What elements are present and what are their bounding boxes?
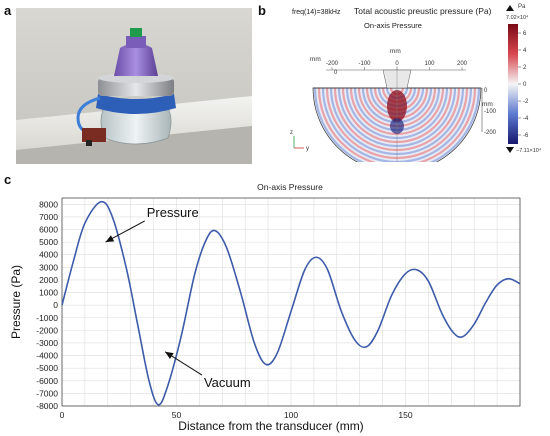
y-tick-label: 4000 bbox=[39, 250, 58, 260]
photo-cap-neck bbox=[126, 36, 146, 48]
simulation-panel: freq(14)=38kHz Total acoustic preustic p… bbox=[290, 4, 542, 162]
photo-connector-pin bbox=[86, 140, 92, 146]
chart-annotations: Pressure Vacuum bbox=[105, 205, 251, 390]
y-tick-label: -8000 bbox=[36, 401, 58, 411]
photo-blue-band bbox=[96, 94, 176, 114]
chart-gridlines bbox=[61, 198, 521, 407]
chart-y-label: Pressure (Pa) bbox=[9, 265, 23, 339]
chart-x-ticks: 0 50 100 150 bbox=[60, 410, 413, 420]
chart-title: On-axis Pressure bbox=[257, 182, 323, 192]
annotation-arrow-head bbox=[165, 351, 174, 360]
chart-x-label: Distance from the transducer (mm) bbox=[178, 419, 363, 433]
colorbar-tick-label: -2 bbox=[523, 99, 529, 105]
x-tick-label: 150 bbox=[398, 410, 412, 420]
sim-subtitle: On-axis Pressure bbox=[364, 21, 422, 30]
colorbar-tick-label: 6 bbox=[523, 31, 527, 37]
sim-right-tick-0: 0 bbox=[484, 88, 488, 94]
photo-connector bbox=[82, 128, 106, 142]
colorbar-tick-label: 4 bbox=[523, 48, 527, 54]
photo-glass-jar bbox=[100, 107, 172, 145]
colorbar-min-marker bbox=[506, 147, 514, 153]
colorbar-max-marker bbox=[506, 5, 514, 11]
colorbar-gradient bbox=[508, 24, 518, 144]
chart-y-ticks: 8000 7000 6000 5000 4000 3000 2000 1000 0 -1000 -2… bbox=[36, 199, 58, 411]
colorbar-max-label: 7.02×10⁴ bbox=[506, 14, 529, 21]
y-tick-label: 7000 bbox=[39, 212, 58, 222]
panel-label-a: a bbox=[4, 3, 12, 18]
colorbar-tick-label: 2 bbox=[523, 65, 527, 71]
y-tick-label: -2000 bbox=[36, 325, 58, 335]
sim-x-tick-label: -200 bbox=[326, 61, 339, 67]
colorbar-ticks: 6 4 2 0 -2 -4 -6 bbox=[518, 31, 529, 139]
sim-left-tick-0: 0 bbox=[334, 70, 338, 76]
y-tick-label: 2000 bbox=[39, 275, 58, 285]
sim-axis-y: y bbox=[306, 146, 309, 152]
y-tick-label: 8000 bbox=[39, 199, 58, 209]
photo-metal-ring bbox=[98, 78, 174, 96]
y-tick-label: 0 bbox=[53, 300, 58, 310]
x-tick-label: 50 bbox=[172, 410, 182, 420]
on-axis-pressure-chart: On-axis Pressure 80007000600050004000300… bbox=[9, 182, 521, 433]
colorbar-tick-label: -6 bbox=[523, 133, 529, 139]
transducer-photo bbox=[16, 8, 252, 164]
photo-green-tip bbox=[130, 28, 142, 37]
y-tick-label: -1000 bbox=[36, 313, 58, 323]
annotation-label: Vacuum bbox=[204, 375, 251, 390]
sim-right-tick-2: -200 bbox=[484, 130, 497, 136]
sim-axis-triad: z y bbox=[290, 130, 309, 152]
sim-x-tick-label: 200 bbox=[457, 61, 468, 67]
sim-axis-unit-right: mm bbox=[482, 101, 493, 108]
x-tick-label: 0 bbox=[60, 410, 65, 420]
y-tick-label: 6000 bbox=[39, 225, 58, 235]
sim-field bbox=[312, 66, 482, 162]
colorbar-tick-label: 0 bbox=[523, 82, 527, 88]
y-tick-label: -4000 bbox=[36, 351, 58, 361]
photo-purple-cap bbox=[114, 43, 158, 76]
sim-x-tick-label: -100 bbox=[358, 61, 371, 67]
colorbar-min-label: −7.11×10⁴ bbox=[516, 147, 542, 154]
y-tick-label: -7000 bbox=[36, 388, 58, 398]
colorbar-tick-label: -4 bbox=[523, 116, 529, 122]
sim-title: Total acoustic preustic pressure (Pa) bbox=[354, 6, 492, 16]
y-tick-label: 5000 bbox=[39, 237, 58, 247]
annotation-arrow-head bbox=[105, 235, 115, 243]
y-tick-label: -5000 bbox=[36, 363, 58, 373]
series-line-pressure bbox=[61, 200, 521, 406]
y-tick-label: 1000 bbox=[39, 288, 58, 298]
y-tick-label: -6000 bbox=[36, 376, 58, 386]
sim-right-tick-1: -100 bbox=[484, 109, 497, 115]
annotation-label: Pressure bbox=[147, 205, 199, 220]
sim-axis-unit-top: mm bbox=[390, 48, 401, 55]
sim-x-tick-label: 0 bbox=[395, 61, 399, 67]
sim-freq-label: freq(14)=38kHz bbox=[292, 9, 341, 16]
sim-axis-unit-left: mm bbox=[310, 56, 321, 63]
sim-axis-z: z bbox=[290, 130, 293, 136]
sim-x-tick-label: 100 bbox=[424, 61, 435, 67]
colorbar-unit: Pa bbox=[518, 4, 526, 10]
panel-label-c: c bbox=[4, 172, 12, 187]
panel-label-b: b bbox=[258, 3, 266, 18]
y-tick-label: 3000 bbox=[39, 262, 58, 272]
x-tick-label: 100 bbox=[284, 410, 298, 420]
y-tick-label: -3000 bbox=[36, 338, 58, 348]
photo-shelf-edge bbox=[16, 126, 252, 164]
